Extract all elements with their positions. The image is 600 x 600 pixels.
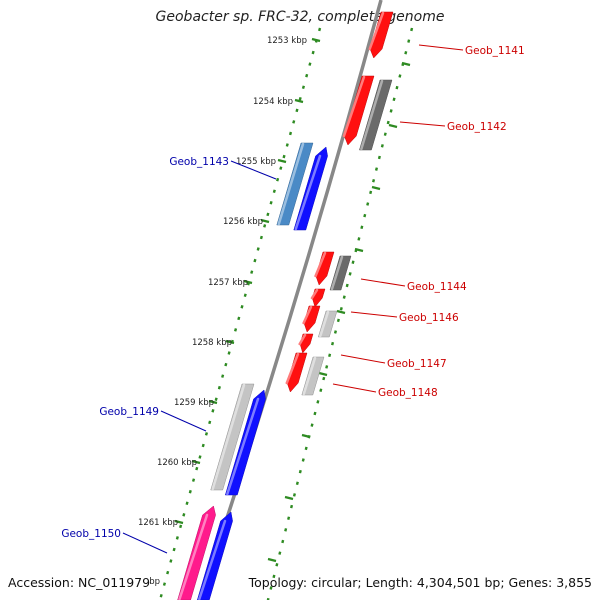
gene-arrow-geob-1141[interactable] <box>368 11 394 59</box>
kbp-tick-label: 1255 kbp <box>236 157 276 167</box>
gene-arrow-geob-1150[interactable] <box>177 505 216 600</box>
kbp-tick-label: 1254 kbp <box>253 97 293 107</box>
gene-arrow-gene-7[interactable] <box>329 255 352 291</box>
gene-arrow-geob-1145[interactable] <box>310 288 326 308</box>
gene-leader-line <box>340 354 386 364</box>
gene-arrow-gene-3[interactable] <box>359 79 393 151</box>
genome-backbone <box>198 0 383 600</box>
map-title: Geobacter sp. FRC-32, complete genome <box>155 9 445 25</box>
gene-leader-line <box>122 532 168 554</box>
kbp-tick-label: 1260 kbp <box>157 458 197 468</box>
gene-leader-line <box>160 410 207 432</box>
gene-leader-line <box>360 278 406 287</box>
kbp-tick-label: bp <box>149 577 160 587</box>
gene-arrow-gene-15[interactable] <box>224 389 266 496</box>
gene-leader-line <box>399 121 446 127</box>
gene-label-geob-1144[interactable]: Geob_1144 <box>407 281 467 293</box>
kbp-major-ticks <box>174 37 321 525</box>
kbp-tick-label: 1253 kbp <box>267 36 307 46</box>
gene-arrow-geob-1146[interactable] <box>302 305 321 333</box>
gene-arrow-gene-5[interactable] <box>293 146 328 231</box>
kbp-tick-label: 1258 kbp <box>192 338 232 348</box>
genome-summary-text: Topology: circular; Length: 4,304,501 bp… <box>248 575 592 590</box>
gene-arrow-geob-1148[interactable] <box>285 352 308 393</box>
gene-arrow-geob-1143[interactable] <box>276 142 314 226</box>
gene-label-geob-1149[interactable]: Geob_1149 <box>99 406 159 418</box>
gene-label-geob-1143[interactable]: Geob_1143 <box>169 156 229 168</box>
gene-leader-line <box>350 311 398 318</box>
kbp-tick-label: 1257 kbp <box>208 278 248 288</box>
gene-leader-line <box>332 383 377 393</box>
gene-label-geob-1148[interactable]: Geob_1148 <box>378 387 438 399</box>
gene-arrow-geob-1144[interactable] <box>314 251 335 286</box>
gene-label-geob-1142[interactable]: Geob_1142 <box>447 121 507 133</box>
label-layer: Geob_1141 Geob_1142 Geob_1143 Geob_1144 Geob… <box>61 44 525 554</box>
tick-layer: 1253 kbp 1254 kbp 1255 kbp 1256 kbp 1257 kbp… <box>138 27 414 600</box>
gene-arrow-geob-1149[interactable] <box>210 383 255 491</box>
kbp-tick-label: 1259 kbp <box>174 398 214 408</box>
gene-leader-line <box>418 44 464 51</box>
accession-text: Accession: NC_011979 <box>8 575 151 590</box>
gene-label-geob-1146[interactable]: Geob_1146 <box>399 312 459 324</box>
gene-label-geob-1147[interactable]: Geob_1147 <box>387 358 447 370</box>
gene-label-geob-1150[interactable]: Geob_1150 <box>61 528 121 540</box>
gene-arrow-gene-17[interactable] <box>197 511 233 600</box>
kbp-scale-labels: 1253 kbp 1254 kbp 1255 kbp 1256 kbp 1257 kbp… <box>138 36 307 587</box>
gene-arrow-gene-10[interactable] <box>317 310 338 338</box>
guide-track-left <box>159 27 322 598</box>
gene-label-geob-1141[interactable]: Geob_1141 <box>465 45 525 57</box>
gene-layer <box>177 11 394 600</box>
gene-leader-line <box>230 160 277 180</box>
kbp-tick-label: 1256 kbp <box>223 217 263 227</box>
gene-arrow-geob-1142[interactable] <box>342 75 375 146</box>
right-major-ticks <box>267 61 411 563</box>
kbp-tick-label: 1261 kbp <box>138 518 178 528</box>
gene-arrow-gene-13[interactable] <box>301 356 325 396</box>
gene-arrow-geob-1147[interactable] <box>298 333 314 354</box>
